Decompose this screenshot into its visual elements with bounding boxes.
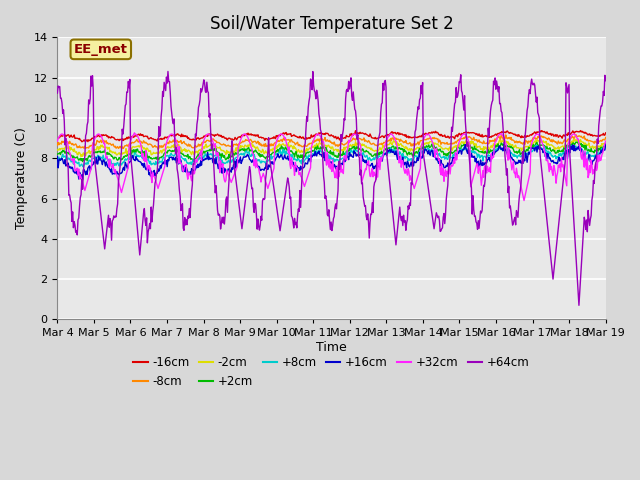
-8cm <box>602 134 609 140</box>
+32cm <box>131 130 138 136</box>
-2cm <box>177 144 184 150</box>
-2cm <box>121 150 129 156</box>
-2cm <box>399 143 406 149</box>
+2cm <box>121 154 129 160</box>
+8cm <box>63 157 71 163</box>
+8cm <box>54 158 61 164</box>
+64cm <box>177 193 184 199</box>
-2cm <box>570 137 577 143</box>
+2cm <box>63 150 71 156</box>
+16cm <box>63 162 71 168</box>
-8cm <box>415 142 422 148</box>
+32cm <box>399 158 406 164</box>
+32cm <box>602 138 609 144</box>
+8cm <box>205 152 213 157</box>
+8cm <box>121 158 129 164</box>
X-axis label: Time: Time <box>316 341 347 354</box>
+16cm <box>602 141 609 147</box>
+8cm <box>415 150 422 156</box>
-2cm <box>205 143 213 149</box>
-16cm <box>54 135 61 141</box>
+8cm <box>399 151 406 156</box>
+2cm <box>399 146 406 152</box>
+64cm <box>602 78 609 84</box>
+16cm <box>121 168 129 173</box>
+64cm <box>63 164 71 169</box>
+16cm <box>205 154 213 160</box>
+2cm <box>177 150 184 156</box>
+8cm <box>568 143 575 148</box>
-16cm <box>399 132 406 138</box>
-8cm <box>154 146 162 152</box>
-2cm <box>415 145 422 151</box>
Line: -16cm: -16cm <box>58 131 605 142</box>
+8cm <box>177 155 184 161</box>
-8cm <box>120 145 127 151</box>
+16cm <box>399 155 406 160</box>
-16cm <box>121 137 129 143</box>
-16cm <box>415 134 422 140</box>
-16cm <box>577 128 584 133</box>
Title: Soil/Water Temperature Set 2: Soil/Water Temperature Set 2 <box>210 15 453 33</box>
+16cm <box>79 177 86 182</box>
+64cm <box>415 106 422 112</box>
Text: EE_met: EE_met <box>74 43 128 56</box>
+2cm <box>572 139 580 145</box>
+2cm <box>415 147 422 153</box>
+32cm <box>54 138 61 144</box>
Line: +64cm: +64cm <box>58 72 605 305</box>
Y-axis label: Temperature (C): Temperature (C) <box>15 127 28 229</box>
-8cm <box>54 143 61 148</box>
+32cm <box>177 160 184 166</box>
-8cm <box>177 139 184 145</box>
+32cm <box>415 170 422 176</box>
+16cm <box>177 156 184 162</box>
-16cm <box>63 132 71 138</box>
+2cm <box>54 151 61 157</box>
+2cm <box>79 159 86 165</box>
-8cm <box>572 132 580 137</box>
+8cm <box>79 164 87 170</box>
+64cm <box>120 123 127 129</box>
+32cm <box>520 198 528 204</box>
-2cm <box>63 144 71 150</box>
Line: +16cm: +16cm <box>58 143 605 180</box>
-2cm <box>77 154 85 159</box>
-16cm <box>177 132 184 138</box>
+32cm <box>63 139 71 144</box>
Line: -8cm: -8cm <box>58 134 605 149</box>
+2cm <box>602 143 609 149</box>
-16cm <box>602 130 609 136</box>
-8cm <box>399 139 406 144</box>
+64cm <box>575 302 583 308</box>
-8cm <box>205 138 213 144</box>
-2cm <box>602 140 609 146</box>
-8cm <box>63 140 71 145</box>
-16cm <box>205 132 213 138</box>
+16cm <box>415 156 422 161</box>
+16cm <box>500 140 508 145</box>
+2cm <box>205 148 213 154</box>
+8cm <box>602 144 609 149</box>
Line: +2cm: +2cm <box>58 142 605 162</box>
+32cm <box>120 181 127 187</box>
+64cm <box>205 114 213 120</box>
Line: +32cm: +32cm <box>58 133 605 201</box>
Legend: -16cm, -8cm, -2cm, +2cm, +8cm, +16cm, +32cm, +64cm: -16cm, -8cm, -2cm, +2cm, +8cm, +16cm, +3… <box>129 351 534 393</box>
+16cm <box>54 154 61 159</box>
+32cm <box>205 132 213 137</box>
+64cm <box>54 90 61 96</box>
Line: +8cm: +8cm <box>58 145 605 167</box>
-16cm <box>78 139 86 144</box>
-2cm <box>54 147 61 153</box>
+64cm <box>164 69 172 74</box>
+64cm <box>399 223 406 228</box>
Line: -2cm: -2cm <box>58 140 605 156</box>
